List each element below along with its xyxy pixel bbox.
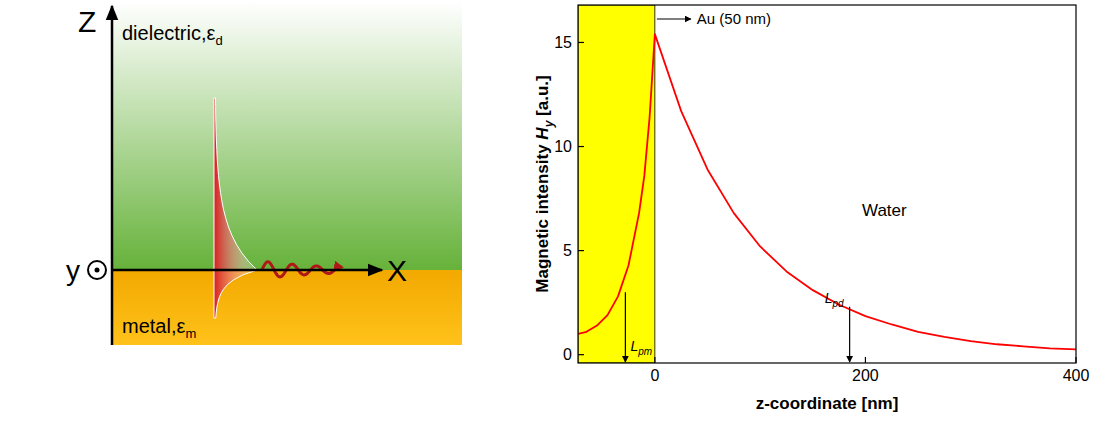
y-tick [578, 146, 584, 147]
annotation: Lpm [630, 338, 652, 357]
y-tick [578, 42, 584, 43]
y-tick-label: 5 [563, 242, 572, 259]
x-tick-label: 400 [1063, 367, 1090, 384]
annotation-text: L [630, 338, 638, 354]
medium-label: metal,εm [122, 315, 196, 341]
field-profile [214, 98, 257, 318]
x-axis [112, 269, 382, 272]
data-line [578, 34, 1076, 349]
y-tick-label: 15 [554, 34, 572, 51]
annotation: Au (50 nm) [697, 10, 771, 27]
x-tick-label: 0 [650, 367, 659, 384]
chart: 0 5 10 15 0 200 400 z-coordinate [nm] Magnetic i… [533, 5, 1089, 413]
annotation-sub: pd [832, 298, 845, 309]
x-tick [865, 357, 866, 363]
plot-frame [578, 5, 1076, 363]
label-sub: m [185, 326, 196, 341]
x-tick [1075, 357, 1076, 363]
decay-length-arrow [849, 307, 850, 362]
x-axis-title: z-coordinate [nm] [756, 394, 899, 413]
y-tick-label: 10 [554, 138, 572, 155]
decay-length-arrow [625, 292, 626, 362]
metal-region [112, 270, 462, 345]
pointer-arrow [657, 18, 691, 19]
page: Z Xy dielectric,εd metal,εm 0 5 10 15 0 200 400 z-c… [0, 0, 1098, 425]
diagram: Z Xy dielectric,εd metal,εm [66, 2, 462, 345]
annotation-sub: pm [637, 346, 652, 357]
plot-area [578, 5, 1076, 363]
annotation: Lpd [825, 290, 844, 309]
y-axis-symbol [95, 268, 100, 273]
axis-label: X [387, 254, 407, 287]
medium-label: dielectric,εd [122, 22, 223, 48]
x-tick [654, 357, 655, 363]
title-text: Magnetic intensity [533, 140, 552, 293]
axis-label: y [66, 255, 80, 286]
dielectric-region [112, 2, 462, 270]
y-tick [578, 354, 584, 355]
label-text: metal,ε [122, 315, 185, 337]
annotation: Water [862, 201, 907, 220]
y-axis-symbol [88, 261, 106, 279]
y-tick-label: 0 [563, 346, 572, 363]
title-unit: [a.u.] [533, 75, 552, 120]
y-tick [578, 250, 584, 251]
x-tick-label: 200 [852, 367, 879, 384]
y-axis-title: Magnetic intensity Hy [a.u.] [533, 75, 556, 292]
label-text: dielectric,ε [122, 22, 215, 44]
annotation-text: L [825, 290, 833, 306]
z-axis [111, 6, 114, 345]
title-var: H [533, 127, 552, 140]
axis-label: Z [78, 5, 96, 38]
label-sub: d [215, 33, 222, 48]
